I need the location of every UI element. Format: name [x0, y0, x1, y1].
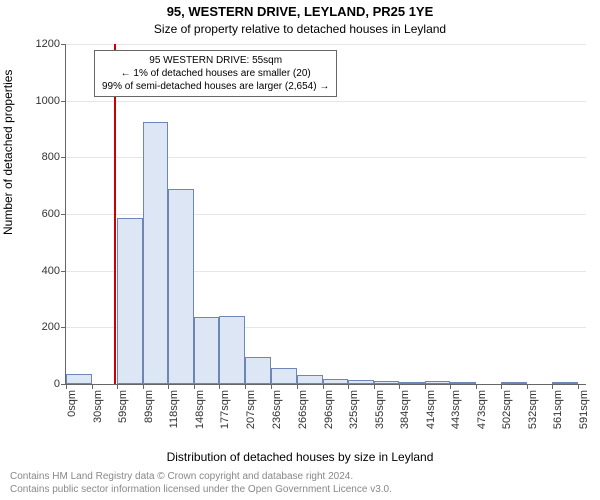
xtick-mark — [219, 384, 220, 389]
ytick-label: 200 — [42, 321, 66, 333]
histogram-bar — [450, 382, 476, 384]
xtick-label: 296sqm — [323, 390, 335, 429]
xtick-mark — [297, 384, 298, 389]
chart-title-address: 95, WESTERN DRIVE, LEYLAND, PR25 1YE — [0, 4, 600, 19]
histogram-bar — [399, 382, 425, 384]
annotation-line-1: 95 WESTERN DRIVE: 55sqm — [102, 54, 329, 67]
plot-area: 0200400600800100012000sqm30sqm59sqm89sqm… — [65, 44, 586, 385]
histogram-bar — [143, 122, 168, 384]
histogram-bar — [552, 382, 578, 384]
chart-container: { "title_line1": "95, WESTERN DRIVE, LEY… — [0, 0, 600, 500]
xtick-mark — [117, 384, 118, 389]
xtick-mark — [143, 384, 144, 389]
xtick-mark — [348, 384, 349, 389]
annotation-box: 95 WESTERN DRIVE: 55sqm ← 1% of detached… — [94, 50, 337, 97]
xtick-mark — [374, 384, 375, 389]
annotation-line-2: ← 1% of detached houses are smaller (20) — [102, 67, 329, 80]
annotation-line-3: 99% of semi-detached houses are larger (… — [102, 80, 329, 93]
histogram-bar — [66, 374, 92, 384]
xtick-mark — [476, 384, 477, 389]
xtick-mark — [399, 384, 400, 389]
xtick-mark — [194, 384, 195, 389]
xtick-label: 473sqm — [476, 390, 488, 429]
xtick-label: 89sqm — [143, 390, 155, 423]
histogram-bar — [194, 317, 219, 384]
xtick-label: 207sqm — [245, 390, 257, 429]
xtick-label: 532sqm — [527, 390, 539, 429]
ytick-label: 1200 — [36, 38, 66, 50]
histogram-bar — [501, 382, 527, 384]
xtick-label: 266sqm — [297, 390, 309, 429]
xtick-label: 502sqm — [501, 390, 513, 429]
gridline — [66, 101, 586, 102]
ytick-label: 600 — [42, 208, 66, 220]
xtick-label: 30sqm — [92, 390, 104, 423]
footer-line-2: Contains public sector information licen… — [10, 484, 392, 497]
xtick-mark — [271, 384, 272, 389]
xtick-label: 561sqm — [552, 390, 564, 429]
histogram-bar — [297, 375, 323, 384]
histogram-bar — [271, 368, 297, 384]
histogram-bar — [245, 357, 270, 384]
xtick-label: 443sqm — [450, 390, 462, 429]
xtick-mark — [578, 384, 579, 389]
xtick-mark — [323, 384, 324, 389]
xtick-label: 148sqm — [194, 390, 206, 429]
histogram-bar — [219, 316, 245, 384]
histogram-bar — [374, 381, 399, 384]
xtick-mark — [450, 384, 451, 389]
xtick-label: 236sqm — [271, 390, 283, 429]
xtick-mark — [527, 384, 528, 389]
xtick-mark — [168, 384, 169, 389]
xtick-mark — [425, 384, 426, 389]
histogram-bar — [348, 380, 374, 384]
xtick-label: 118sqm — [168, 390, 180, 428]
ytick-label: 0 — [54, 378, 66, 390]
footer-attribution: Contains HM Land Registry data © Crown c… — [10, 471, 392, 496]
xtick-label: 414sqm — [425, 390, 437, 429]
x-axis-label: Distribution of detached houses by size … — [0, 450, 600, 464]
histogram-bar — [117, 218, 143, 384]
xtick-label: 325sqm — [348, 390, 360, 429]
xtick-mark — [245, 384, 246, 389]
histogram-bar — [425, 381, 450, 384]
ytick-label: 400 — [42, 265, 66, 277]
xtick-mark — [66, 384, 67, 389]
histogram-bar — [168, 189, 194, 385]
xtick-mark — [92, 384, 93, 389]
gridline — [66, 44, 586, 45]
xtick-label: 59sqm — [117, 390, 129, 423]
y-axis-label: Number of detached properties — [1, 70, 15, 235]
footer-line-1: Contains HM Land Registry data © Crown c… — [10, 471, 392, 484]
xtick-mark — [552, 384, 553, 389]
xtick-mark — [501, 384, 502, 389]
xtick-label: 177sqm — [219, 390, 231, 429]
ytick-label: 800 — [42, 151, 66, 163]
ytick-label: 1000 — [36, 95, 66, 107]
xtick-label: 591sqm — [578, 390, 590, 429]
histogram-bar — [323, 379, 348, 384]
xtick-label: 0sqm — [66, 390, 78, 417]
xtick-label: 355sqm — [374, 390, 386, 429]
xtick-label: 384sqm — [399, 390, 411, 429]
chart-subtitle: Size of property relative to detached ho… — [0, 22, 600, 36]
